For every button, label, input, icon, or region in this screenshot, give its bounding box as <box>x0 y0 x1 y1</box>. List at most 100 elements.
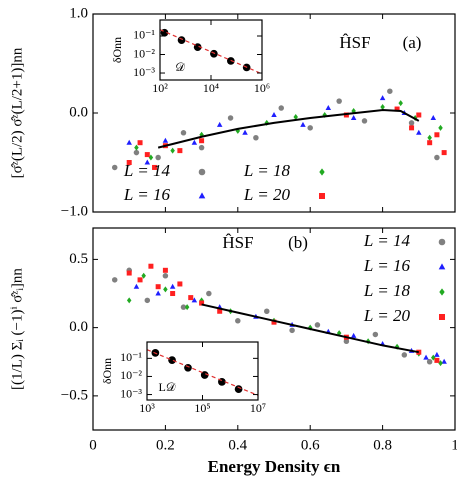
marker <box>184 304 190 311</box>
legend-marker <box>198 192 206 199</box>
marker <box>234 385 243 393</box>
marker <box>137 140 143 146</box>
marker <box>170 291 176 297</box>
y-tick-label: 0.5 <box>69 251 88 267</box>
marker <box>343 338 350 345</box>
legend-marker <box>198 168 206 176</box>
marker <box>387 88 393 94</box>
marker <box>398 100 403 107</box>
marker <box>242 129 248 135</box>
marker <box>188 295 194 301</box>
marker <box>162 137 169 143</box>
x-tick-label: 0.4 <box>228 437 247 453</box>
marker <box>163 286 168 293</box>
curve <box>157 109 420 149</box>
y-tick-label: 10⁻³ <box>120 386 142 400</box>
marker <box>416 112 422 118</box>
x-axis-label: 𝒟 <box>175 60 185 74</box>
marker <box>264 308 270 315</box>
marker <box>217 308 223 314</box>
marker <box>133 149 140 156</box>
marker <box>216 121 223 127</box>
marker <box>155 290 161 296</box>
marker <box>199 300 205 306</box>
marker <box>111 277 118 283</box>
marker <box>137 277 143 283</box>
marker <box>191 297 198 303</box>
marker <box>278 105 284 111</box>
y-tick-label: 10⁻² <box>133 46 155 60</box>
marker <box>155 284 161 290</box>
panel: 1.0 0.0 −1.0 [σ̂ᶻ(L/2) σ̂ᶻ(L/2+1)]nn ĤSF (a) L… <box>9 5 456 219</box>
x-tick-label: 0.2 <box>156 437 175 453</box>
legend-marker <box>319 168 325 176</box>
marker <box>141 272 146 279</box>
x-tick-label: 10⁴ <box>203 81 219 95</box>
x-tick-label: 10² <box>152 81 168 95</box>
marker <box>430 114 437 120</box>
curve <box>159 29 263 75</box>
marker <box>177 36 186 44</box>
marker <box>293 113 298 120</box>
x-tick-label: 1 <box>451 437 457 453</box>
y-tick-label: 0.0 <box>69 319 88 335</box>
annotation: (a) <box>403 33 422 52</box>
frame <box>92 227 456 431</box>
marker <box>200 371 209 379</box>
marker <box>441 150 447 156</box>
x-tick-label: 10³ <box>139 401 155 415</box>
marker <box>253 135 259 141</box>
marker <box>271 111 277 117</box>
marker <box>144 159 151 165</box>
marker <box>426 359 433 365</box>
x-tick-label: 0.6 <box>301 437 320 453</box>
marker <box>210 49 218 58</box>
marker <box>155 154 161 161</box>
marker <box>289 327 295 334</box>
marker <box>380 104 385 111</box>
y-axis-label: [σ̂ᶻ(L/2) σ̂ᶻ(L/2+1)]nn <box>9 47 25 178</box>
legend-label: L = 14 <box>123 161 171 180</box>
marker <box>134 144 139 151</box>
marker <box>180 304 187 310</box>
y-axis-label: δOnn <box>110 37 124 63</box>
marker <box>438 124 443 131</box>
inset: 10³ 10⁵ 10⁷ 10⁻¹ 10⁻² 10⁻³ δOnn L𝒟 <box>100 341 266 415</box>
marker <box>206 290 212 297</box>
y-axis-label: [(1/L) Σᵢ (−1)ⁱ σ̂ᶻᵢ]nn <box>9 268 25 390</box>
marker <box>184 363 192 372</box>
marker <box>199 138 205 144</box>
y-tick-label: −0.5 <box>61 387 88 403</box>
marker <box>152 164 158 170</box>
marker <box>271 319 277 325</box>
marker <box>336 98 342 104</box>
marker <box>350 114 357 120</box>
x-tick-label: 10⁵ <box>194 401 210 415</box>
marker <box>361 118 368 124</box>
y-tick-label: 10⁻² <box>120 368 142 382</box>
marker <box>170 147 175 154</box>
marker <box>423 354 429 360</box>
y-tick-label: 10⁻¹ <box>133 28 155 42</box>
marker <box>180 130 187 136</box>
marker <box>434 154 440 161</box>
marker <box>177 281 183 287</box>
y-tick-label: 10⁻¹ <box>120 350 142 364</box>
legend-label: L = 20 <box>363 306 411 325</box>
marker <box>126 270 132 276</box>
marker <box>148 263 154 269</box>
marker <box>162 267 168 273</box>
marker <box>111 164 118 171</box>
legend-marker <box>319 193 325 199</box>
marker <box>169 283 176 289</box>
marker <box>198 144 205 151</box>
marker <box>409 125 415 131</box>
curve <box>146 349 259 396</box>
legend-label: L = 20 <box>243 185 291 204</box>
annotation: ĤSF <box>339 33 370 52</box>
marker <box>325 105 332 111</box>
marker <box>379 95 386 101</box>
x-tick-label: 10⁶ <box>254 81 270 95</box>
marker <box>235 318 241 324</box>
